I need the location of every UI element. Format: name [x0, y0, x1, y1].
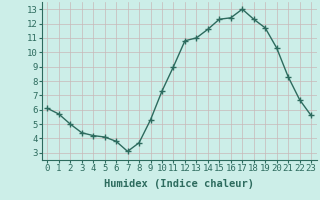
X-axis label: Humidex (Indice chaleur): Humidex (Indice chaleur)	[104, 179, 254, 189]
